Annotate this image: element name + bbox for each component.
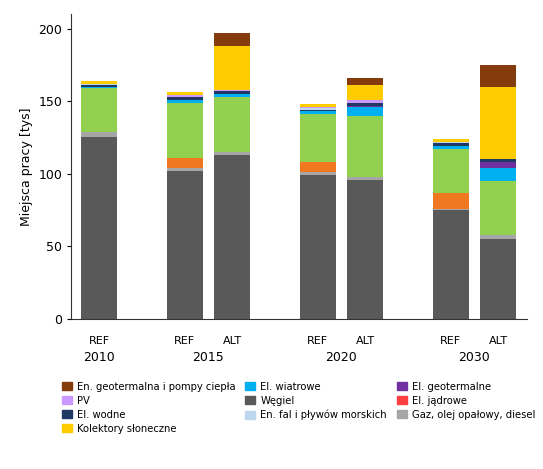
Bar [214, 46, 250, 90]
Bar [214, 91, 250, 94]
Text: 2020: 2020 [326, 351, 357, 364]
Text: REF: REF [307, 336, 328, 346]
Bar [300, 110, 336, 111]
Bar [167, 171, 203, 319]
Bar [214, 90, 250, 91]
Bar [433, 210, 469, 319]
Bar [167, 168, 203, 171]
Bar [300, 104, 336, 107]
Bar [480, 234, 516, 239]
Bar [300, 175, 336, 319]
Bar [214, 155, 250, 319]
Bar [81, 84, 117, 85]
Y-axis label: Miejsca pracy [tys]: Miejsca pracy [tys] [20, 107, 33, 226]
Bar [167, 92, 203, 95]
Bar [300, 114, 336, 162]
Bar [480, 181, 516, 234]
Legend: En. geotermalna i pompy ciepła, PV, El. wodne, Kolektory słoneczne, El. wiatrowe: En. geotermalna i pompy ciepła, PV, El. … [62, 382, 535, 434]
Bar [480, 239, 516, 319]
Bar [480, 159, 516, 162]
Bar [480, 162, 516, 168]
Bar [300, 162, 336, 172]
Bar [300, 108, 336, 110]
Bar [433, 146, 469, 149]
Bar [300, 107, 336, 108]
Bar [480, 87, 516, 159]
Bar [167, 100, 203, 103]
Bar [81, 87, 117, 88]
Bar [81, 132, 117, 137]
Bar [480, 168, 516, 181]
Bar [167, 95, 203, 97]
Bar [214, 152, 250, 155]
Bar [81, 81, 117, 84]
Text: REF: REF [174, 336, 195, 346]
Bar [347, 107, 383, 116]
Bar [81, 85, 117, 87]
Bar [167, 97, 203, 100]
Bar [214, 33, 250, 46]
Bar [81, 88, 117, 132]
Text: 2015: 2015 [193, 351, 224, 364]
Bar [433, 149, 469, 193]
Text: ALT: ALT [489, 336, 508, 346]
Bar [81, 137, 117, 319]
Bar [433, 143, 469, 146]
Bar [300, 111, 336, 114]
Text: ALT: ALT [223, 336, 242, 346]
Bar [347, 78, 383, 85]
Bar [347, 180, 383, 319]
Bar [480, 65, 516, 87]
Bar [433, 193, 469, 209]
Text: 2010: 2010 [83, 351, 115, 364]
Bar [167, 158, 203, 168]
Bar [347, 103, 383, 106]
Text: 2030: 2030 [459, 351, 490, 364]
Bar [433, 142, 469, 143]
Bar [433, 209, 469, 210]
Bar [433, 139, 469, 142]
Bar [347, 177, 383, 180]
Bar [167, 103, 203, 158]
Text: REF: REF [89, 336, 110, 346]
Text: REF: REF [440, 336, 461, 346]
Bar [300, 172, 336, 175]
Text: ALT: ALT [356, 336, 375, 346]
Bar [214, 94, 250, 97]
Bar [347, 100, 383, 103]
Bar [214, 97, 250, 152]
Bar [347, 85, 383, 100]
Bar [347, 116, 383, 177]
Bar [347, 106, 383, 107]
